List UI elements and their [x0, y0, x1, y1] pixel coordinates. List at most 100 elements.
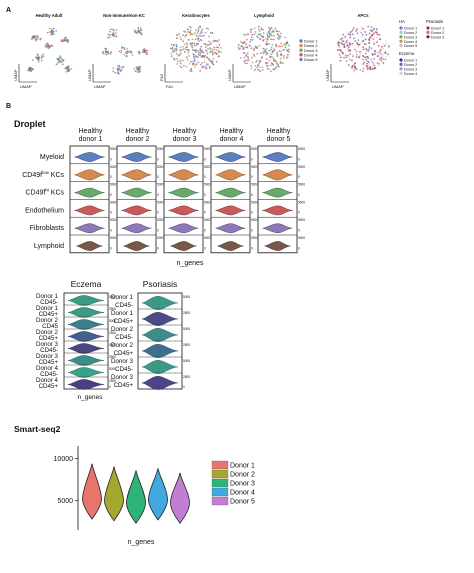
umap-point: [61, 63, 64, 66]
tick-label: 0: [183, 385, 185, 389]
umap-point: [270, 64, 272, 67]
umap-point: [62, 59, 65, 62]
umap-point: [280, 42, 283, 45]
row-label: CD45-: [40, 347, 58, 354]
umap-point: [337, 44, 340, 47]
umap-point: [30, 67, 33, 70]
umap-point: [210, 43, 213, 45]
umap-point: [182, 45, 184, 48]
umap-point: [208, 43, 211, 46]
umap-point: [272, 63, 275, 66]
umap-point: [136, 68, 139, 71]
umap-point: [288, 51, 291, 54]
umap-point: [129, 51, 132, 53]
umap-point: [358, 43, 361, 46]
umap-point: [337, 41, 340, 44]
tick-label: 0: [298, 175, 300, 179]
row-label: Donor 1: [111, 294, 134, 301]
legend-title: Eczema: [399, 51, 415, 56]
umap-point: [50, 33, 53, 36]
umap-point: [61, 38, 64, 41]
umap-point: [207, 28, 210, 30]
umap-point: [211, 50, 214, 53]
umap-point: [374, 67, 377, 70]
umap-point: [186, 58, 189, 61]
umap-point: [172, 44, 175, 47]
legend-label: Donor 3: [304, 49, 318, 53]
umap-point: [368, 50, 371, 53]
umap-point: [206, 56, 209, 59]
umap-point: [265, 42, 267, 45]
row-label: Donor 1: [111, 310, 134, 317]
umap-point: [363, 61, 366, 64]
umap-point: [251, 33, 254, 36]
umap-point: [195, 63, 198, 65]
tick-label: 0: [110, 211, 112, 215]
tick-label: 5000: [110, 147, 117, 151]
umap-point: [355, 28, 358, 31]
umap-point: [253, 47, 256, 50]
tick-label: 2500: [109, 379, 116, 383]
umap-point: [108, 34, 111, 36]
umap-point: [184, 35, 186, 38]
umap-point: [347, 48, 350, 51]
umap-point: [271, 50, 274, 53]
violin: [141, 311, 179, 326]
umap-point: [362, 67, 365, 70]
umap-point: [107, 33, 110, 36]
umap-point: [135, 32, 138, 35]
umap-point: [279, 57, 282, 60]
umap-point: [382, 42, 385, 45]
umap-point: [195, 44, 198, 47]
umap-point: [278, 50, 281, 53]
umap-point: [266, 43, 269, 46]
umap-point: [64, 39, 66, 42]
umap-point: [125, 55, 128, 58]
umap-point: [374, 53, 377, 56]
violin: [215, 205, 246, 216]
tick-label: 2500: [183, 375, 190, 379]
umap-point: [217, 55, 220, 58]
umap-point: [187, 50, 190, 52]
umap-point: [353, 69, 356, 72]
umap-point: [65, 68, 68, 70]
umap-point: [379, 49, 382, 51]
tick-label: 0: [298, 157, 300, 161]
umap-point: [379, 53, 382, 55]
umap-point: [213, 48, 216, 51]
umap-point: [186, 43, 189, 46]
umap-point: [35, 56, 38, 59]
tick-label: 5000: [109, 343, 116, 347]
axis-label-y: UMAP: [13, 69, 18, 81]
tick-label: 5000: [183, 295, 190, 299]
umap-point: [202, 51, 205, 54]
umap-point: [282, 45, 284, 48]
legend-swatch: [399, 30, 403, 34]
umap-point: [105, 48, 108, 50]
umap-point: [60, 61, 63, 63]
umap-point: [268, 59, 271, 62]
legend-swatch: [426, 26, 430, 30]
umap-point: [349, 49, 352, 52]
tick-label: 2500: [109, 355, 116, 359]
violin: [168, 205, 199, 216]
row-label: CD49fhi KCs: [25, 188, 64, 197]
legend-swatch: [399, 44, 403, 48]
umap-point: [271, 31, 274, 34]
umap-point: [246, 46, 249, 49]
umap-point: [200, 62, 203, 64]
umap-point: [178, 33, 181, 35]
umap-point: [200, 39, 203, 42]
umap-point: [194, 29, 197, 32]
violin: [67, 367, 105, 378]
umap-title: Keratinocytes: [182, 13, 210, 18]
umap-point: [137, 26, 140, 29]
umap-point: [355, 56, 358, 58]
umap-point: [31, 36, 34, 39]
xlabel-smartseq2: n_genes: [128, 539, 155, 546]
umap-point: [194, 38, 197, 41]
umap-point: [205, 63, 208, 66]
umap-point: [349, 34, 352, 36]
umap-point: [180, 62, 182, 65]
umap-point: [216, 52, 219, 55]
